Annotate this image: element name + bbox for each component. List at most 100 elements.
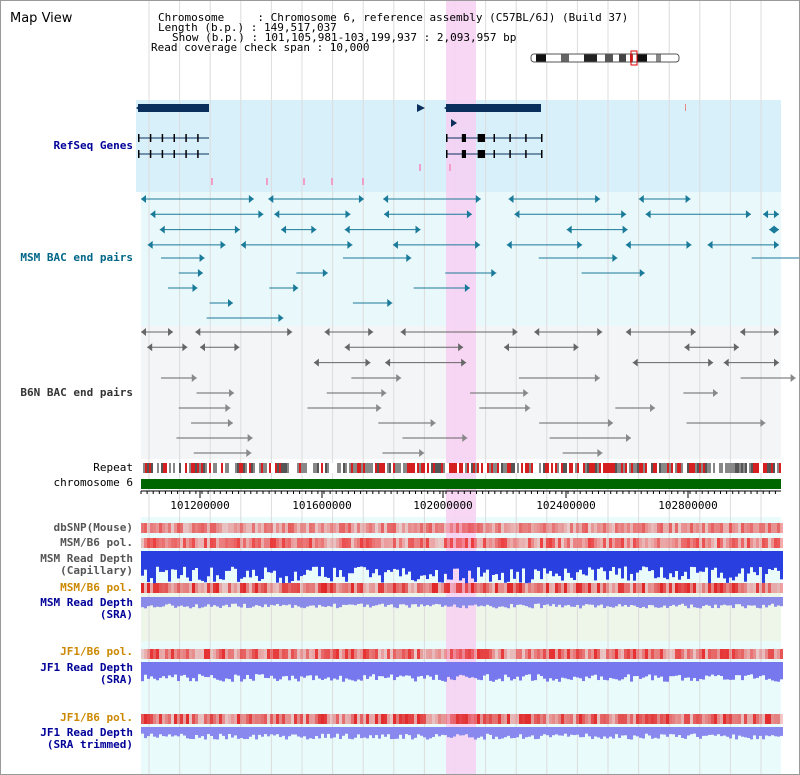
jf1-trim-depth-bar bbox=[450, 727, 453, 738]
jf1-pol-cell bbox=[468, 649, 471, 659]
msm-pol-cell bbox=[633, 538, 636, 548]
jf1-pol-trim-cell bbox=[636, 714, 639, 724]
msm-pol-cell bbox=[405, 538, 408, 548]
dbsnp-cell bbox=[507, 523, 510, 533]
jf1-pol-cell bbox=[756, 649, 759, 659]
jf1-pol-cell bbox=[648, 649, 651, 659]
repeat-segment bbox=[753, 463, 755, 473]
jf1-sra-depth-bar bbox=[312, 662, 315, 681]
repeat-segment bbox=[291, 463, 293, 473]
jf1-sra-depth-bar bbox=[333, 662, 336, 679]
jf1-pol-trim-cell bbox=[663, 714, 666, 724]
jf1-trim-depth-bar bbox=[261, 727, 264, 737]
repeat-segment bbox=[771, 463, 773, 473]
msm-capillary-depth-bar bbox=[486, 551, 489, 570]
dbsnp-cell bbox=[432, 523, 435, 533]
b6n-bac-end bbox=[461, 358, 467, 367]
msm-pol-cell bbox=[414, 538, 417, 548]
refseq-genes-label[interactable]: RefSeq Genes bbox=[53, 139, 133, 152]
jf1-pol-cell bbox=[639, 649, 642, 659]
repeat-segment bbox=[445, 463, 447, 473]
msm-sra-depth-bar bbox=[696, 597, 699, 608]
jf1-trim-depth-bar bbox=[339, 727, 342, 740]
dbsnp-cell bbox=[492, 523, 495, 533]
repeat-segment bbox=[157, 463, 159, 473]
msm-pol-sra-cell bbox=[306, 583, 309, 593]
msm-pol-cell bbox=[609, 538, 612, 548]
jf1-sra-depth-bar bbox=[714, 662, 717, 677]
msm-sra-depth-bar bbox=[348, 597, 351, 605]
msm-sra-depth-bar bbox=[489, 597, 492, 607]
repeat-segment bbox=[621, 463, 623, 473]
jf1-pol-trim-cell bbox=[177, 714, 180, 724]
jf1-sra-depth-bar bbox=[174, 662, 177, 675]
jf1-pol-cell bbox=[306, 649, 309, 659]
repeat-segment bbox=[483, 463, 485, 473]
jf1-pol-cell bbox=[714, 649, 717, 659]
msm-sra-depth-bar bbox=[384, 597, 387, 607]
msm-pol-cell bbox=[657, 538, 660, 548]
msm-pol-sra-cell bbox=[144, 583, 147, 593]
b6n-bac-end bbox=[523, 389, 529, 397]
jf1-pol-cell bbox=[480, 649, 483, 659]
dbsnp-cell bbox=[552, 523, 555, 533]
jf1-sra-depth-bar bbox=[597, 662, 600, 681]
jf1-pol-trim-cell bbox=[639, 714, 642, 724]
jf1-sra-depth-bar bbox=[543, 662, 546, 679]
jf1-sra-depth-bar bbox=[405, 662, 408, 676]
jf1-pol-trim-cell bbox=[738, 714, 741, 724]
jf1-sra-depth-bar bbox=[390, 662, 393, 675]
repeat-segment bbox=[223, 463, 225, 473]
jf1-trim-depth-bar bbox=[360, 727, 363, 739]
jf1-pol-cell bbox=[150, 649, 153, 659]
repeat-segment bbox=[657, 463, 659, 473]
jf1-pol-cell bbox=[567, 649, 570, 659]
jf1-pol-trim-cell bbox=[180, 714, 183, 724]
msm-pol-sra-cell bbox=[417, 583, 420, 593]
jf1-trim-depth-bar bbox=[357, 727, 360, 735]
b6n-bac-end-pairs-label[interactable]: B6N BAC end pairs bbox=[20, 386, 133, 399]
jf1-sra-depth-bar bbox=[573, 662, 576, 677]
dbsnp-cell bbox=[669, 523, 672, 533]
msm-capillary-depth-bar bbox=[369, 551, 372, 578]
msm-pol-sra-cell bbox=[228, 583, 231, 593]
dbsnp-cell bbox=[768, 523, 771, 533]
jf1-pol-trim-cell bbox=[153, 714, 156, 724]
msm-pol-cell bbox=[747, 538, 750, 548]
repeat-segment bbox=[221, 463, 223, 473]
msm-sra-depth-bar bbox=[165, 597, 168, 605]
jf1-pol-trim-cell bbox=[378, 714, 381, 724]
repeat-segment bbox=[633, 463, 635, 473]
jf1-pol-cell bbox=[321, 649, 324, 659]
jf1-pol-cell bbox=[204, 649, 207, 659]
repeat-segment bbox=[499, 463, 501, 473]
msm-capillary-depth-bar bbox=[243, 551, 246, 578]
dbsnp-cell bbox=[546, 523, 549, 533]
repeat-segment bbox=[171, 463, 173, 473]
repeat-segment bbox=[359, 463, 361, 473]
jf1-pol-trim-cell bbox=[372, 714, 375, 724]
msm-bac-end bbox=[227, 299, 233, 307]
msm-pol-cell bbox=[522, 538, 525, 548]
repeat-segment bbox=[601, 463, 603, 473]
msm-pol-cell bbox=[444, 538, 447, 548]
jf1-trim-depth-bar bbox=[315, 727, 318, 736]
jf1-sra-depth-bar bbox=[765, 662, 768, 680]
msm-capillary-depth-bar bbox=[558, 551, 561, 576]
jf1-trim-depth-bar bbox=[213, 727, 216, 740]
dbsnp-cell bbox=[159, 523, 162, 533]
dbsnp-cell bbox=[246, 523, 249, 533]
jf1-sra-depth-bar bbox=[417, 662, 420, 677]
msm-pol-sra-cell bbox=[741, 583, 744, 593]
msm-sra-depth-bar bbox=[627, 597, 630, 607]
msm-pol-sra-cell bbox=[519, 583, 522, 593]
jf1-trim-depth-bar bbox=[423, 727, 426, 738]
msm-sra-depth-bar bbox=[216, 597, 219, 607]
msm-bac-end-pairs-label[interactable]: MSM BAC end pairs bbox=[20, 251, 133, 264]
jf1-sra-depth-bar bbox=[606, 662, 609, 681]
msm-capillary-depth-bar bbox=[687, 551, 690, 579]
jf1-sra-depth-bar bbox=[564, 662, 567, 679]
b6n-bac-end bbox=[385, 358, 391, 367]
msm-bac-end bbox=[220, 240, 226, 249]
